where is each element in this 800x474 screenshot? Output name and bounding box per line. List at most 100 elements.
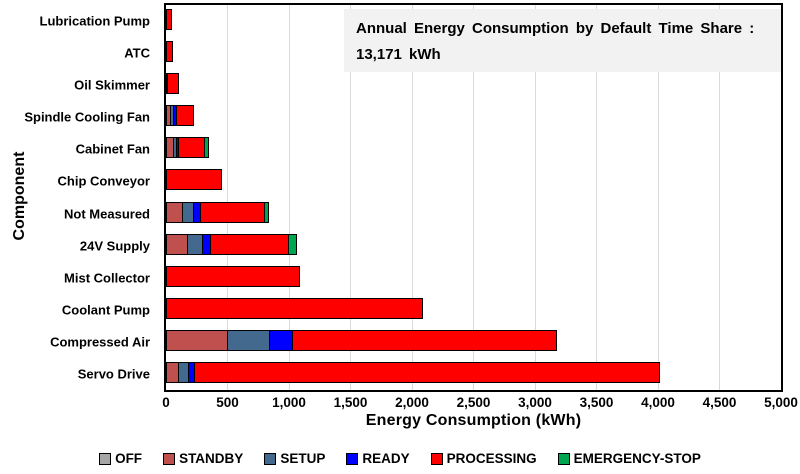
bar-segment	[179, 137, 206, 159]
category-label: ATC	[124, 45, 150, 61]
legend-item: READY	[346, 451, 410, 466]
legend-swatch-icon	[163, 452, 176, 465]
bar-segment	[173, 137, 177, 159]
bar-segment	[210, 233, 290, 255]
bar-segment	[179, 361, 189, 383]
gridline	[411, 5, 413, 390]
gridline	[350, 5, 351, 390]
x-tick-label: 4,500	[702, 395, 737, 410]
category-label: Not Measured	[64, 206, 150, 222]
bar-segment	[166, 265, 301, 287]
bar-segment	[166, 105, 171, 127]
bar-segment	[166, 137, 174, 159]
legend-swatch-icon	[264, 452, 277, 465]
y-axis-labels: Lubrication Pump ATC Oil Skimmer Spindle Co…	[0, 5, 157, 390]
chart-title-line1: Annual Energy Consumption by Default Tim…	[356, 20, 755, 37]
bar-row	[166, 41, 174, 63]
bar-segment	[227, 329, 271, 351]
bar-segment	[176, 137, 180, 159]
gridline	[288, 5, 290, 390]
legend-swatch-icon	[557, 452, 570, 465]
x-tick-label: 1,000	[272, 395, 306, 410]
bar-row	[166, 105, 195, 127]
bar-segment	[270, 329, 293, 351]
bar-segment	[166, 9, 172, 31]
bar-segment	[205, 137, 210, 159]
bar-segment	[168, 73, 180, 95]
chart-title-box: Annual Energy Consumption by Default Tim…	[344, 9, 781, 72]
bar-segment	[289, 233, 298, 255]
legend-label: PROCESSING	[446, 451, 537, 466]
bar-segment	[200, 201, 266, 223]
chart-title-line2: 13,171 kWh	[356, 45, 441, 63]
gridline	[534, 5, 536, 390]
bar-row	[166, 9, 172, 31]
bar-segment	[166, 201, 183, 223]
x-tick-label: 0	[162, 395, 170, 410]
legend-label: OFF	[115, 451, 143, 466]
category-label: Chip Conveyor	[57, 173, 150, 189]
legend-label: READY	[362, 451, 410, 466]
category-label: Oil Skimmer	[74, 77, 150, 93]
legend-item: SETUP	[264, 451, 325, 466]
x-tick-label: 2,500	[456, 395, 491, 410]
x-axis-title: Energy Consumption (kWh)	[365, 412, 582, 429]
bar-segment	[292, 329, 557, 351]
bar-row	[166, 265, 301, 287]
bar-row	[166, 201, 269, 223]
gridline	[227, 5, 228, 390]
bar-segment	[170, 105, 175, 127]
bar-segment	[193, 201, 201, 223]
x-tick-label: 3,500	[579, 395, 614, 410]
bar-segment	[166, 361, 180, 383]
x-tick-label: 1,500	[333, 395, 368, 410]
category-label: Coolant Pump	[61, 302, 150, 318]
gridline	[473, 5, 474, 390]
gridline	[719, 5, 720, 390]
x-tick-label: 3,000	[518, 395, 552, 410]
x-tick-label: 5,000	[764, 395, 798, 410]
legend-label: SETUP	[280, 451, 326, 466]
category-label: Mist Collector	[64, 270, 150, 286]
category-label: Compressed Air	[50, 334, 150, 350]
bar-row	[166, 137, 210, 159]
legend: OFF STANDBY SETUP READY PROCESSING EMERGENCY-…	[0, 451, 800, 466]
bar-segment	[166, 329, 228, 351]
bar-segment	[188, 361, 195, 383]
legend-item: OFF	[99, 451, 142, 466]
bar-row	[166, 361, 660, 383]
bar-segment	[174, 105, 177, 127]
legend-item: STANDBY	[163, 451, 243, 466]
legend-label: EMERGENCY-STOP	[573, 451, 701, 466]
bar-row	[166, 233, 298, 255]
legend-item: PROCESSING	[430, 451, 537, 466]
category-label: Lubrication Pump	[39, 13, 151, 29]
x-tick-label: 2,000	[395, 395, 429, 410]
category-label: Spindle Cooling Fan	[24, 109, 150, 125]
legend-swatch-icon	[430, 452, 443, 465]
bar-segment	[166, 233, 188, 255]
legend-item: EMERGENCY-STOP	[557, 451, 701, 466]
gridline	[596, 5, 597, 390]
bar-row	[166, 329, 557, 351]
category-label: Cabinet Fan	[75, 141, 150, 157]
bar-segment	[166, 169, 223, 191]
bar-segment	[194, 361, 660, 383]
bar-segment	[265, 201, 269, 223]
y-axis-title: Component	[11, 151, 28, 241]
bar-segment	[166, 73, 168, 95]
category-label: Servo Drive	[77, 366, 150, 382]
x-tick-label: 500	[216, 395, 239, 410]
plot-area: Annual Energy Consumption by Default Tim…	[164, 3, 783, 392]
bar-segment	[183, 201, 194, 223]
category-label: 24V Supply	[79, 238, 150, 254]
bar-segment	[176, 105, 195, 127]
x-tick-label: 4,000	[641, 395, 675, 410]
x-axis-ticks: 0 500 1,000 1,500 2,000 2,500 3,000 3,500 4,000 4…	[0, 395, 800, 411]
legend-label: STANDBY	[179, 451, 244, 466]
bar-row	[166, 297, 423, 319]
bar-segment	[187, 233, 203, 255]
legend-swatch-icon	[99, 452, 112, 465]
bar-segment	[166, 41, 174, 63]
